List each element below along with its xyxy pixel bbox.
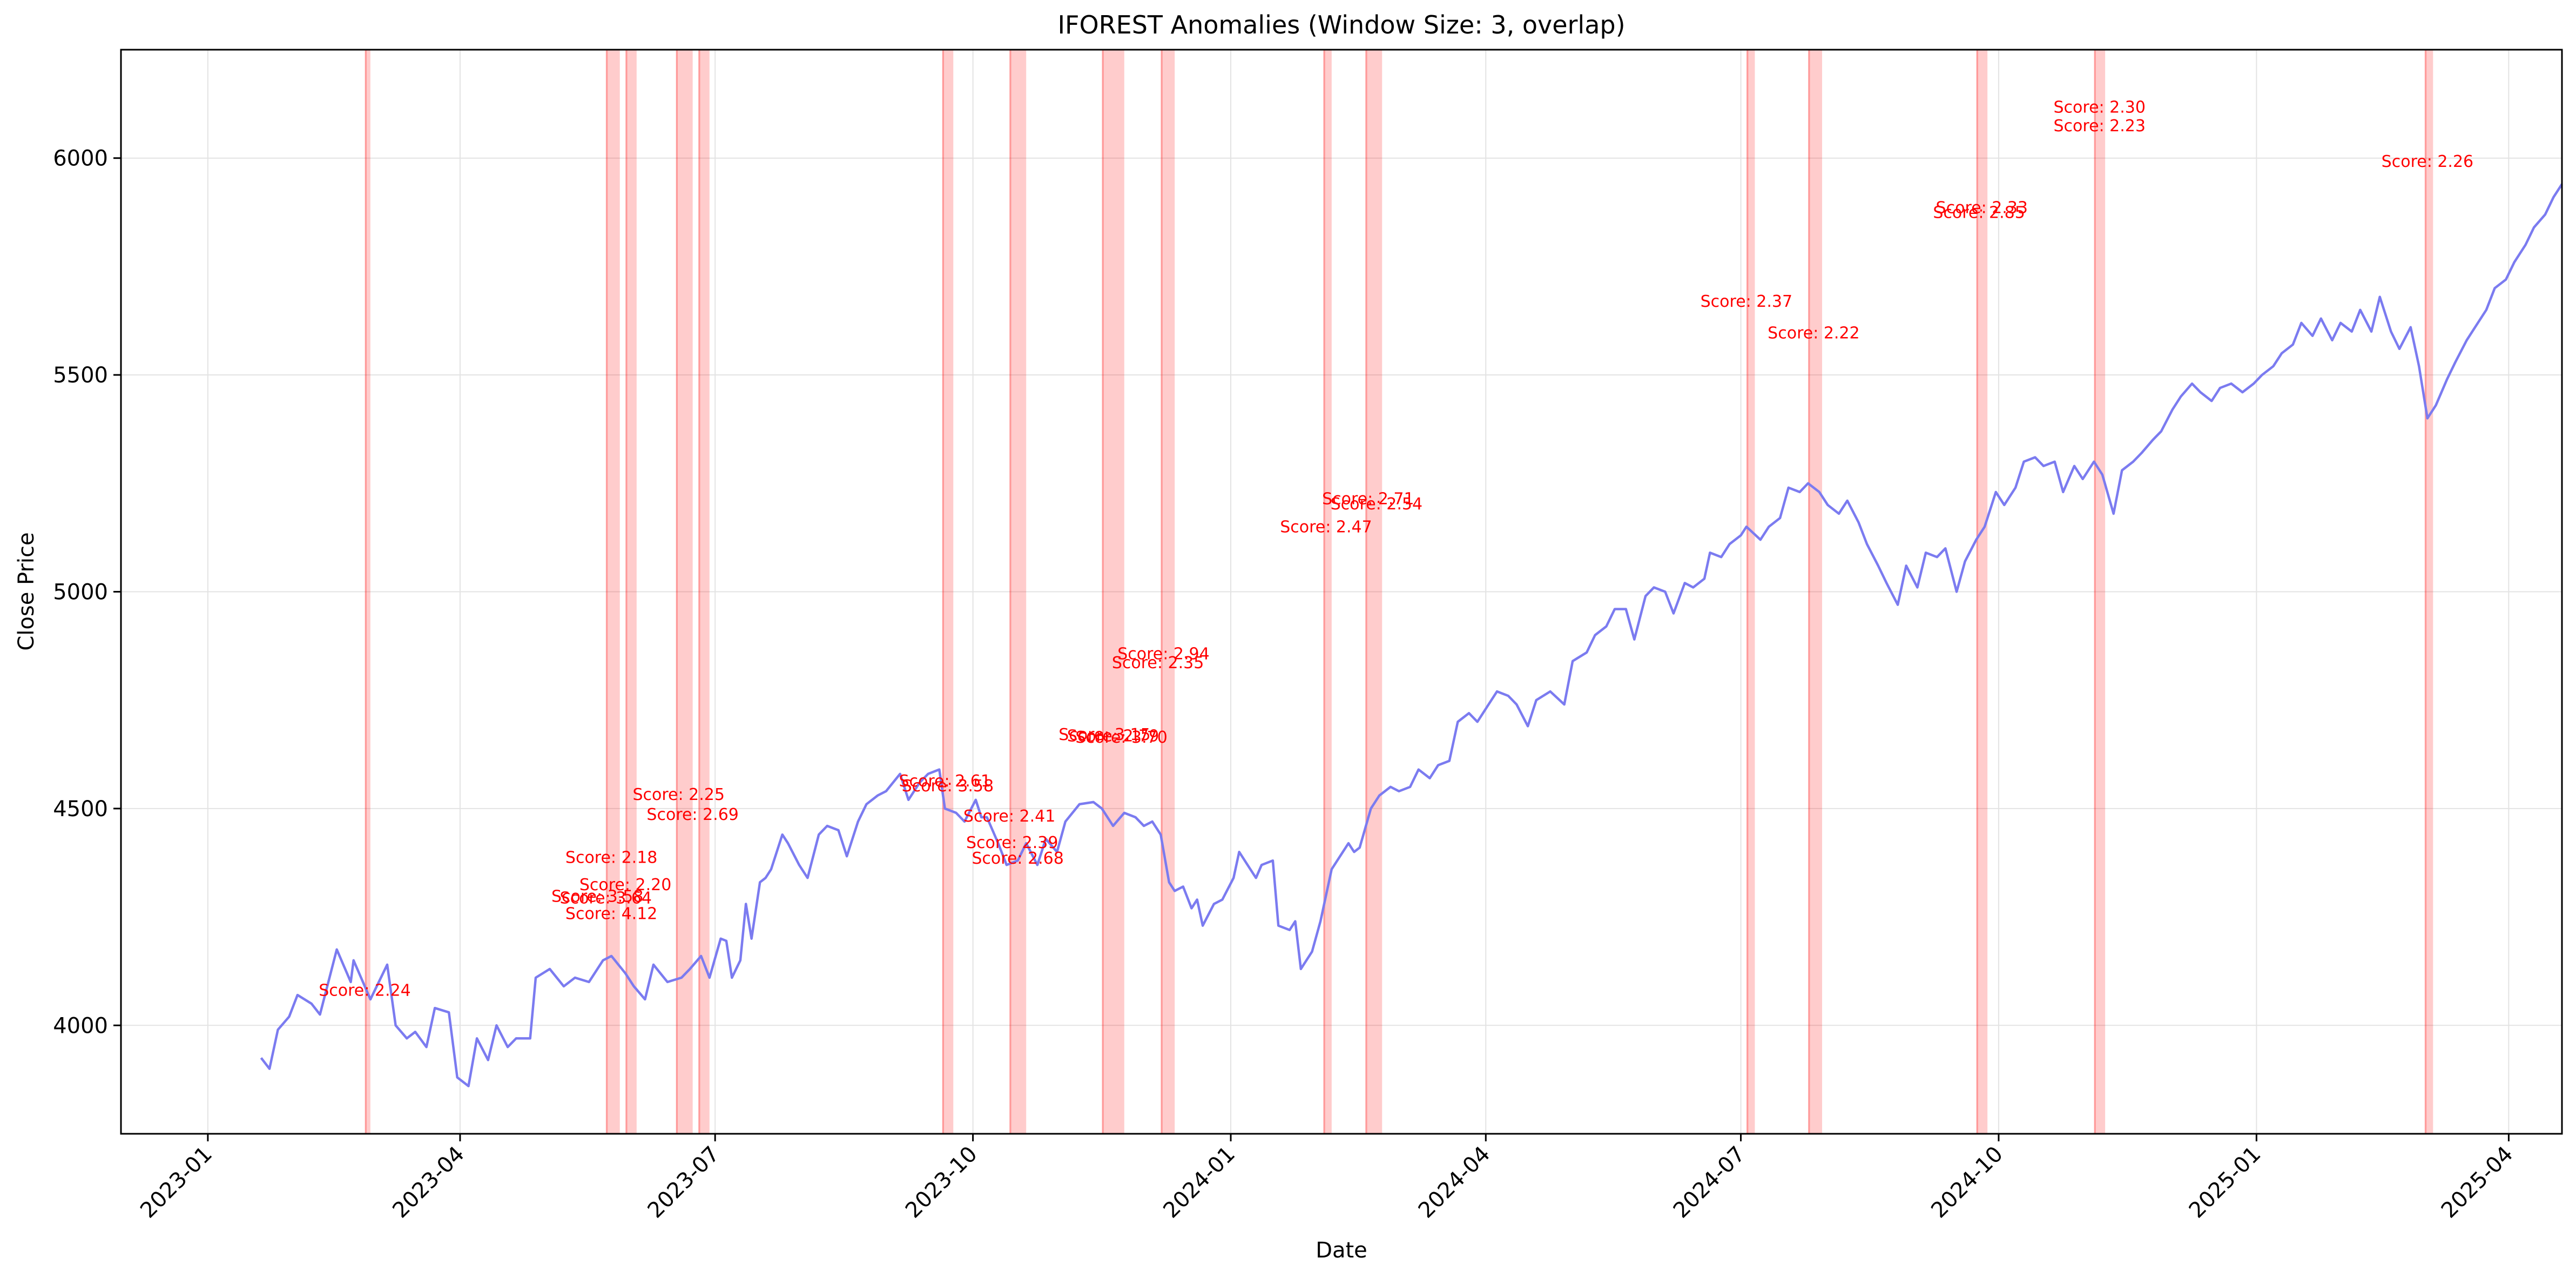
score-annotation: Score: 2.25	[632, 785, 724, 804]
anomaly-band	[1365, 50, 1383, 1134]
score-annotation: Score: 2.61	[899, 772, 990, 791]
score-annotation: Score: 2.23	[2054, 117, 2146, 136]
anomaly-band	[1976, 50, 1988, 1134]
anomaly-bands	[365, 50, 2433, 1134]
score-annotation: Score: 2.68	[972, 849, 1063, 868]
y-tick-label: 5000	[53, 580, 108, 605]
score-annotation: Score: 3.58	[902, 777, 994, 796]
score-annotation: Score: 2.79	[1067, 727, 1159, 745]
score-annotation: Score: 2.94	[1117, 645, 1209, 664]
anomaly-band	[676, 50, 693, 1134]
score-annotation: Score: 2.35	[1112, 654, 1204, 672]
anomaly-band	[942, 50, 954, 1134]
score-annotation: Score: 3.64	[560, 889, 652, 908]
score-annotation: Score: 2.26	[2382, 152, 2473, 171]
price-series	[260, 183, 2563, 1087]
score-annotation: Score: 2.33	[1936, 199, 2028, 218]
score-annotation: Score: 2.37	[1701, 292, 1792, 311]
score-annotation: Score: 2.54	[1331, 495, 1422, 514]
score-annotation: Score: 2.41	[963, 807, 1055, 826]
anomaly-band	[1808, 50, 1822, 1134]
anomaly-band	[2424, 50, 2433, 1134]
score-annotation: Score: 2.85	[1933, 203, 2025, 222]
score-annotation: Score: 2.71	[1322, 489, 1414, 508]
anomaly-band	[1161, 50, 1175, 1134]
score-annotation: Score: 2.22	[1768, 324, 1859, 343]
score-annotation: Score: 3.70	[1075, 728, 1167, 747]
anomaly-band	[698, 50, 710, 1134]
score-annotation: Score: 4.12	[565, 905, 657, 924]
chart-title: IFOREST Anomalies (Window Size: 3, overl…	[1057, 10, 1625, 39]
score-annotation: Score: 2.47	[1280, 518, 1372, 537]
y-tick-label: 4000	[53, 1013, 108, 1038]
y-axis-ticks: 4000 4500 5000 5500 6000	[53, 146, 121, 1038]
score-annotation: Score: 3.58	[551, 887, 643, 906]
anomaly-band	[1746, 50, 1755, 1134]
anomaly-band	[2094, 50, 2106, 1134]
anomaly-band	[365, 50, 370, 1134]
score-annotation: Score: 2.30	[2054, 98, 2146, 117]
y-tick-label: 6000	[53, 146, 108, 171]
anomaly-band	[1102, 50, 1124, 1134]
y-axis-label: Close Price	[14, 532, 39, 650]
y-tick-label: 5500	[53, 363, 108, 388]
anomaly-band	[1323, 50, 1332, 1134]
score-annotation: Score: 2.39	[966, 833, 1058, 852]
score-annotation: Score: 2.69	[646, 805, 738, 824]
score-annotation: Score: 2.24	[319, 981, 410, 1000]
score-annotation: Score: 3.15	[1058, 725, 1150, 744]
grid	[121, 50, 2562, 1134]
price-line	[260, 183, 2563, 1087]
score-annotation: Score: 2.20	[579, 876, 671, 894]
score-annotation: Score: 2.18	[565, 848, 657, 867]
anomaly-band	[625, 50, 637, 1134]
x-axis-label: Date	[1316, 1238, 1367, 1263]
anomaly-band	[605, 50, 620, 1134]
y-tick-label: 4500	[53, 797, 108, 822]
anomaly-band	[1009, 50, 1027, 1134]
